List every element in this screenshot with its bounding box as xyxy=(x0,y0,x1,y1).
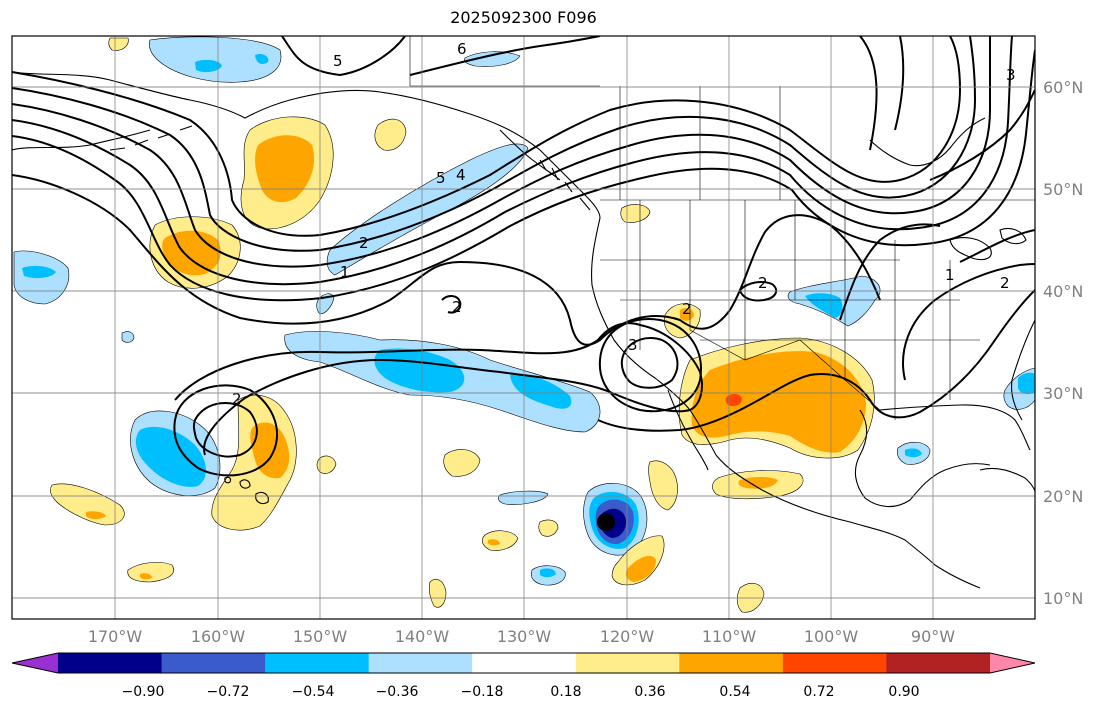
lat-label: 60°N xyxy=(1043,78,1083,97)
colorbar-tick-label: −0.72 xyxy=(207,684,250,700)
colorbar-segment xyxy=(575,653,680,673)
colorbar-segments xyxy=(11,652,1036,674)
colorbar-tick-label: −0.36 xyxy=(376,684,419,700)
colorbar-tick-label: 0.54 xyxy=(719,684,750,700)
contour-label: 2 xyxy=(232,390,242,408)
colorbar-segment xyxy=(161,653,266,673)
blue-patch-small-5 xyxy=(121,331,135,343)
yellow-patch-small-f xyxy=(538,519,559,537)
blue-patch-small-3 xyxy=(464,51,521,67)
lon-label: 160°W xyxy=(191,627,246,646)
yellow-patch-cabo xyxy=(648,460,678,511)
colorbar-tick-label: −0.90 xyxy=(122,684,165,700)
lon-label: 130°W xyxy=(497,627,552,646)
contour-label: 5 xyxy=(333,52,343,70)
contour-label: 2 xyxy=(758,274,768,292)
contour-label: 1 xyxy=(945,266,955,284)
contour-label: 3 xyxy=(1006,66,1016,84)
lon-label: 140°W xyxy=(395,627,450,646)
contour-lines xyxy=(12,36,1035,477)
colorbar-tick-label: 0.18 xyxy=(550,684,581,700)
lat-label: 40°N xyxy=(1043,282,1083,301)
contour-label: 2 xyxy=(1000,274,1010,292)
colorbar-tick-label: −0.18 xyxy=(461,684,504,700)
longitude-labels: 170°W 160°W 150°W 140°W 130°W 120°W 110°… xyxy=(88,627,955,646)
colorbar: −0.90 −0.72 −0.54 −0.36 −0.18 0.18 0.36 … xyxy=(11,652,1036,700)
lon-label: 120°W xyxy=(600,627,655,646)
shaded-anomaly-fields xyxy=(13,36,1035,613)
yellow-patch-small-e xyxy=(481,530,519,551)
contour-label: 3 xyxy=(628,336,638,354)
colorbar-segment xyxy=(886,653,991,673)
yellow-patch-small-b xyxy=(620,204,651,223)
yellow-patch-small-c xyxy=(443,449,481,477)
contour-label: 6 xyxy=(457,40,467,58)
yellow-patch-small-d xyxy=(316,455,337,474)
cyclone-center-marker xyxy=(597,513,615,531)
colorbar-segment xyxy=(58,653,163,673)
yellow-patch-small-g xyxy=(428,579,447,608)
yellow-patch-sw1 xyxy=(50,483,125,526)
colorbar-segment xyxy=(368,653,473,673)
colorbar-extend-max xyxy=(990,653,1035,673)
contour-label: 2 xyxy=(359,234,369,252)
blue-patch-small-1 xyxy=(498,490,549,505)
yellow-patch-nw xyxy=(108,37,129,51)
contour-labels: 5 6 3 5 4 2 1 2 2 2 3 2 1 2 xyxy=(232,40,1016,408)
latitude-labels: 60°N 50°N 40°N 30°N 20°N 10°N xyxy=(1043,78,1083,608)
colorbar-tick-label: 0.72 xyxy=(803,684,834,700)
colorbar-tick-label: 0.90 xyxy=(888,684,919,700)
lon-label: 90°W xyxy=(911,627,955,646)
lat-label: 10°N xyxy=(1043,589,1083,608)
yellow-patch-sw2 xyxy=(127,561,174,583)
lon-label: 170°W xyxy=(88,627,143,646)
contour-label: 2 xyxy=(682,300,692,318)
colorbar-tick-label: 0.36 xyxy=(634,684,665,700)
lon-label: 150°W xyxy=(293,627,348,646)
contour-label: 1 xyxy=(340,263,350,281)
colorbar-segment xyxy=(265,653,370,673)
map-title: 2025092300 F096 xyxy=(450,8,597,27)
contour-label: 5 xyxy=(436,169,446,187)
yellow-patch-small-a xyxy=(374,118,407,151)
blue-patch-nw xyxy=(149,36,282,83)
blue-patch-gulf-alaska xyxy=(326,143,529,276)
gridlines xyxy=(12,36,1035,619)
lon-label: 100°W xyxy=(804,627,859,646)
colorbar-ticks: −0.90 −0.72 −0.54 −0.36 −0.18 0.18 0.36 … xyxy=(122,684,920,700)
contour-label: 2 xyxy=(452,298,462,316)
colorbar-outline xyxy=(11,652,1036,674)
colorbar-tick-label: −0.54 xyxy=(292,684,335,700)
lat-label: 30°N xyxy=(1043,384,1083,403)
contour-label: 4 xyxy=(456,166,466,184)
map-frame xyxy=(11,35,1036,620)
colorbar-segment xyxy=(472,653,577,673)
lon-label: 110°W xyxy=(702,627,757,646)
coastlines-borders xyxy=(12,71,1035,589)
colorbar-segment xyxy=(782,653,887,673)
colorbar-segment xyxy=(679,653,784,673)
colorbar-extend-min xyxy=(12,653,58,673)
lat-label: 50°N xyxy=(1043,180,1083,199)
lat-label: 20°N xyxy=(1043,487,1083,506)
